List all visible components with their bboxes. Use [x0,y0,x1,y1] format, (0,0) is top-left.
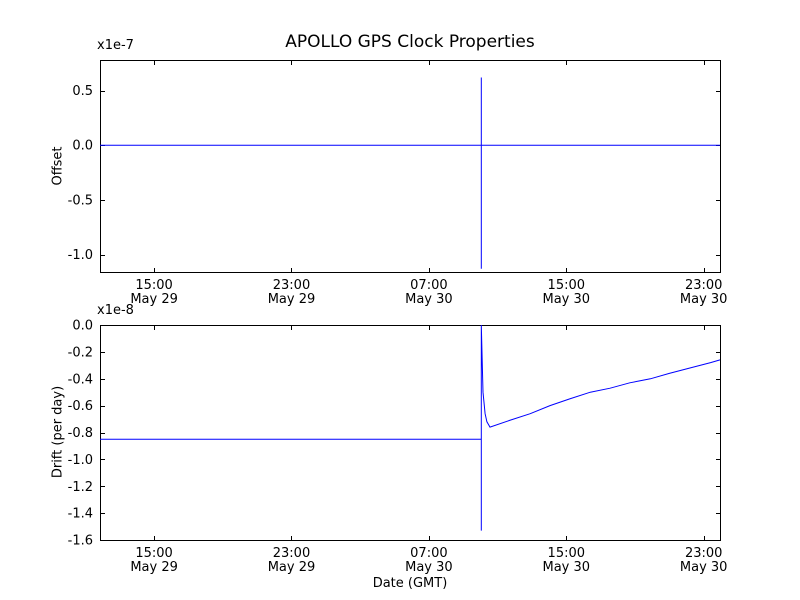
y-tick-label: 0.0 [72,319,93,334]
x-tick-label-date: May 30 [680,560,728,575]
y-tick-label: -1.2 [68,480,93,495]
x-tick-label-time: 15:00 [135,278,172,293]
x-tick-label-time: 23:00 [685,546,722,561]
x-tick-label-date: May 29 [130,560,178,575]
y-tick-label: -0.5 [68,193,93,208]
x-tick-label-time: 15:00 [548,278,585,293]
y-tick-label: -0.4 [68,372,93,387]
y-tick-label: 0.5 [72,84,93,99]
x-axis-label: Date (GMT) [372,576,448,591]
y-tick-label: -0.6 [68,399,93,414]
axes-frame [100,60,721,273]
x-tick-label-date: May 30 [543,560,591,575]
y-axis-label-drift: Drift (per day) [50,385,66,479]
x-tick-label-time: 23:00 [273,278,310,293]
y-tick-label: -1.6 [68,534,93,549]
y-scale-offset-text-top: x1e-7 [97,38,134,53]
x-tick-label-time: 23:00 [685,278,722,293]
y-tick-label: -0.2 [68,345,93,360]
y-axis-label-offset: Offset [50,146,66,186]
x-tick-label-date: May 29 [268,560,316,575]
x-tick-label-date: May 30 [405,292,453,307]
chart-title: APOLLO GPS Clock Properties [285,32,535,52]
x-tick-label-time: 23:00 [273,546,310,561]
offset-line [100,77,720,269]
x-tick-label-time: 15:00 [135,546,172,561]
y-scale-offset-text-bottom: x1e-8 [97,303,134,318]
y-tick-label: 0.0 [72,139,93,154]
x-tick-label-date: May 30 [680,292,728,307]
y-tick-label: -0.8 [68,426,93,441]
drift-line [100,324,721,531]
x-tick-label-time: 15:00 [548,546,585,561]
y-tick-label: -1.0 [68,248,93,263]
x-tick-label-time: 07:00 [410,278,447,293]
x-tick-label-date: May 29 [268,292,316,307]
y-tick-label: -1.4 [68,507,93,522]
axes-frame [100,325,721,541]
x-tick-label-date: May 30 [405,560,453,575]
y-tick-label: -1.0 [68,453,93,468]
x-tick-label-date: May 29 [130,292,178,307]
x-tick-label-date: May 30 [543,292,591,307]
x-tick-label-time: 07:00 [410,546,447,561]
